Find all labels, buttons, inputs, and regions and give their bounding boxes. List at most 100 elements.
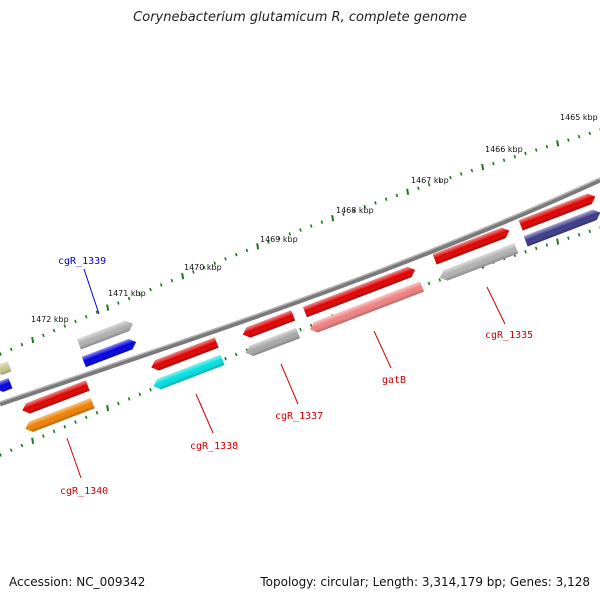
leader-line-cgR_1335 — [486, 286, 506, 325]
minor-tick — [9, 448, 13, 453]
minor-tick — [352, 208, 356, 213]
gene-feature[interactable] — [523, 208, 600, 247]
minor-tick — [449, 175, 452, 180]
gene-arrow-shading — [242, 310, 296, 338]
minor-tick — [545, 243, 549, 247]
gene-feature[interactable] — [438, 243, 519, 283]
minor-tick — [395, 193, 399, 198]
gene-label-cgR_1335[interactable]: cgR_1335 — [485, 330, 533, 341]
minor-tick — [149, 388, 152, 392]
minor-tick — [20, 443, 24, 448]
minor-tick — [309, 224, 313, 228]
gene-feature[interactable] — [241, 310, 296, 340]
minor-tick — [117, 301, 120, 305]
minor-tick — [567, 236, 570, 240]
kbp-label-1471: 1471 kbp — [108, 289, 146, 298]
minor-tick — [84, 315, 88, 319]
minor-tick — [9, 347, 13, 352]
minor-tick — [117, 401, 120, 406]
minor-tick — [588, 131, 592, 136]
gene-label-cgR_1338[interactable]: cgR_1338 — [190, 441, 238, 452]
minor-tick — [492, 161, 495, 166]
minor-tick — [63, 424, 67, 429]
gene-label-cgR_1340[interactable]: cgR_1340 — [60, 486, 108, 497]
major-tick — [31, 336, 35, 344]
gene-label-gatB[interactable]: gatB — [382, 375, 406, 386]
minor-tick — [74, 319, 77, 324]
leader-line-cgR_1339 — [83, 268, 100, 315]
minor-tick — [20, 342, 24, 347]
gene-feature[interactable] — [151, 354, 225, 392]
gene-features — [0, 192, 600, 434]
minor-tick — [0, 453, 2, 457]
kbp-label-1467: 1467 kbp — [411, 176, 449, 185]
gene-feature[interactable] — [518, 192, 598, 231]
gene-feature[interactable] — [244, 327, 301, 358]
major-tick — [106, 404, 110, 412]
major-tick — [556, 238, 560, 245]
minor-tick — [534, 148, 538, 152]
leader-line-gatB — [373, 330, 392, 369]
kbp-label-1472: 1472 kbp — [31, 315, 69, 324]
gene-arrow-shading — [25, 397, 95, 432]
minor-tick — [42, 434, 45, 438]
minor-tick — [299, 327, 302, 332]
minor-tick — [417, 186, 420, 190]
gene-arrow-shading — [153, 354, 225, 390]
minor-tick — [138, 292, 142, 296]
minor-tick — [502, 158, 506, 162]
gene-arrow-shading — [439, 243, 519, 281]
minor-tick — [299, 228, 302, 232]
gene-feature[interactable] — [76, 318, 135, 350]
accession-text: Accession: NC_009342 — [9, 575, 146, 589]
major-tick — [481, 163, 485, 171]
minor-tick — [320, 220, 324, 224]
minor-tick — [374, 201, 377, 205]
minor-tick — [74, 420, 77, 424]
minor-tick — [534, 246, 538, 251]
gene-feature[interactable] — [302, 265, 417, 318]
minor-tick — [277, 236, 281, 240]
gene-label-cgR_1339[interactable]: cgR_1339 — [58, 256, 106, 267]
minor-tick — [427, 182, 431, 187]
gene-feature[interactable] — [308, 281, 424, 334]
minor-tick — [577, 233, 581, 237]
gene-feature[interactable] — [432, 226, 512, 265]
minor-tick — [42, 333, 45, 338]
gene-feature[interactable] — [0, 377, 13, 394]
minor-tick — [234, 352, 238, 357]
gene-feature[interactable] — [23, 397, 95, 434]
kbp-label-1470: 1470 kbp — [184, 263, 222, 272]
genome-summary-text: Topology: circular; Length: 3,314,179 bp… — [260, 575, 590, 589]
minor-tick — [438, 278, 442, 282]
genome-backbone-highlight — [0, 177, 600, 403]
gene-arrow-shading — [151, 337, 219, 371]
minor-tick — [342, 212, 345, 217]
gene-feature[interactable] — [20, 380, 90, 415]
minor-tick — [245, 248, 249, 253]
minor-tick — [0, 352, 2, 356]
gene-feature[interactable] — [81, 337, 138, 368]
leader-line-cgR_1340 — [66, 437, 82, 479]
minor-tick — [138, 392, 142, 397]
major-tick — [31, 437, 35, 444]
minor-tick — [545, 144, 549, 149]
minor-tick — [567, 138, 570, 142]
minor-tick — [224, 357, 227, 361]
gene-feature[interactable] — [0, 360, 12, 377]
gene-label-cgR_1337[interactable]: cgR_1337 — [275, 411, 323, 422]
minor-tick — [63, 324, 67, 328]
minor-tick — [159, 283, 163, 287]
minor-tick — [470, 168, 474, 173]
minor-tick — [459, 172, 463, 176]
gene-arrow-shading — [432, 227, 510, 265]
map-title: Corynebacterium glutamicum R, complete g… — [133, 10, 467, 25]
minor-tick — [192, 270, 195, 274]
minor-tick — [127, 397, 131, 401]
kbp-label-1468: 1468 kbp — [336, 206, 374, 215]
minor-tick — [363, 204, 367, 209]
major-tick — [331, 215, 335, 222]
minor-tick — [234, 252, 238, 257]
major-tick — [406, 188, 410, 196]
gene-feature[interactable] — [149, 337, 219, 372]
